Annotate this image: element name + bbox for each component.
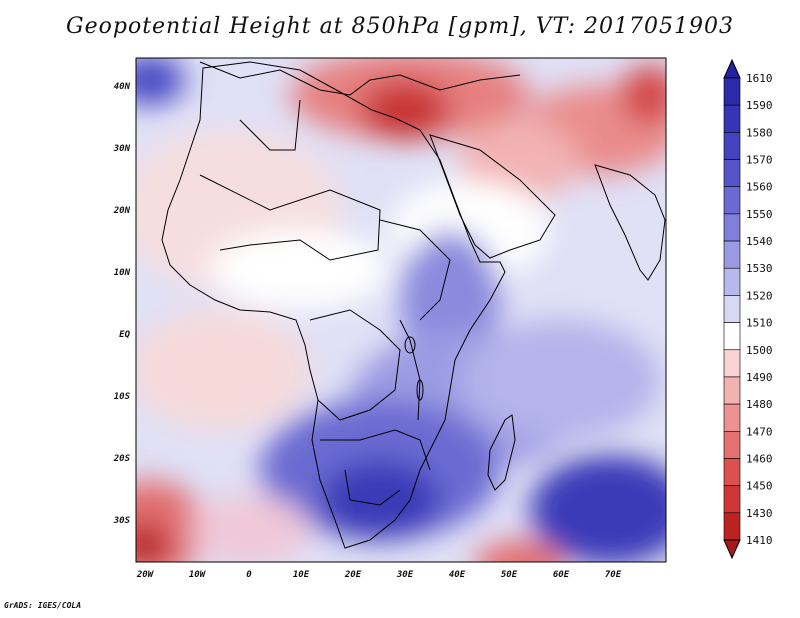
colorbar-label: 1610: [746, 72, 773, 85]
lon-label-70e: 70E: [605, 570, 622, 580]
lat-label-20s: 20S: [113, 454, 131, 464]
colorbar-swatch: [723, 376, 741, 405]
colorbar-swatch: [723, 485, 741, 514]
colorbar-label: 1550: [746, 208, 773, 221]
colorbar-swatch: [723, 213, 741, 242]
colorbar-label: 1570: [746, 154, 773, 167]
colorbar-label: 1510: [746, 317, 773, 330]
colorbar-swatch: [723, 159, 741, 188]
colorbar-swatch: [723, 132, 741, 160]
longitude-axis: 20W 10W 0 10E 20E 30E 40E 50E 60E 70E: [136, 570, 622, 580]
colorbar-label: 1560: [746, 181, 773, 194]
colorbar-swatch: [723, 349, 741, 378]
colorbar-label: 1520: [746, 289, 773, 302]
lon-label-10w: 10W: [189, 570, 207, 580]
lon-label-20e: 20E: [344, 570, 362, 580]
latitude-axis: 40N 30N 20N 10N EQ 10S 20S 30S: [113, 82, 131, 526]
colorbar-label: 1590: [746, 99, 773, 112]
colorbar-swatch: [723, 458, 741, 486]
colorbar-swatch: [723, 240, 741, 269]
colorbar-arrow-top: [723, 58, 741, 79]
colorbar-swatch: [723, 430, 741, 459]
colorbar-swatch: [723, 77, 741, 106]
lat-label-10n: 10N: [114, 268, 131, 278]
lon-label-0: 0: [246, 570, 252, 580]
colorbar-swatch: [723, 186, 741, 215]
colorbar-swatch: [723, 403, 741, 432]
lon-label-30e: 30E: [396, 570, 414, 580]
colorbar-label: 1410: [746, 534, 773, 547]
colorbar-swatch: [723, 322, 741, 351]
grads-credit: GrADS: IGES/COLA: [4, 601, 82, 610]
lon-label-10e: 10E: [293, 570, 310, 580]
colorbar-label: 1530: [746, 262, 773, 275]
lat-label-30s: 30S: [113, 516, 131, 526]
lon-label-40e: 40E: [449, 570, 466, 580]
plot-frame: [135, 57, 667, 563]
lon-label-20w: 20W: [136, 570, 155, 580]
colorbar-label: 1490: [746, 371, 773, 384]
lon-label-50e: 50E: [501, 570, 518, 580]
colorbar-label: 1470: [746, 425, 773, 438]
colorbar-label: 1480: [746, 398, 773, 411]
colorbar-arrow-bottom: [723, 539, 741, 560]
lon-label-60e: 60E: [553, 570, 570, 580]
colorbar-label: 1430: [746, 507, 773, 520]
colorbar-label: 1540: [746, 235, 773, 248]
colorbar-label: 1500: [746, 344, 773, 357]
colorbar-swatch: [723, 295, 741, 323]
lat-label-40n: 40N: [114, 82, 131, 92]
lat-label-10s: 10S: [114, 392, 131, 402]
colorbar-swatch: [723, 267, 741, 296]
height-field: [136, 58, 666, 562]
lat-label-30n: 30N: [113, 144, 131, 154]
coastlines: [161, 61, 666, 549]
colorbar-label: 1460: [746, 452, 773, 465]
lat-label-20n: 20N: [113, 206, 131, 216]
colorbar-swatch: [723, 104, 741, 133]
colorbar-label: 1580: [746, 126, 773, 139]
colorbar-swatch: [723, 512, 741, 541]
colorbar-label: 1450: [746, 480, 773, 493]
lat-label-eq: EQ: [119, 330, 130, 340]
chart-title: Geopotential Height at 850hPa [gpm], VT:…: [66, 14, 734, 39]
